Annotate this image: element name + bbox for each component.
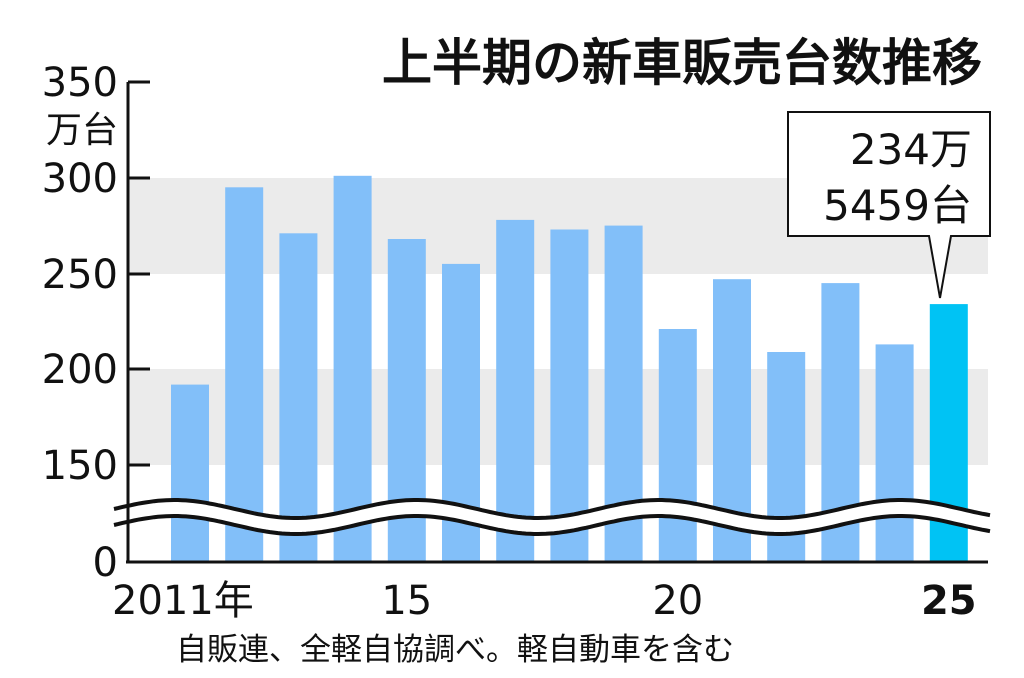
bar-2020 — [658, 329, 697, 562]
bar-2012 — [225, 187, 264, 563]
bar-2011 — [171, 384, 209, 562]
y-tick-label-350: 350 — [42, 60, 118, 106]
bar-2024 — [875, 344, 914, 562]
axis-break-line-top — [113, 498, 991, 520]
callout: 234万 5459台 — [787, 111, 991, 299]
bar-2013 — [279, 233, 318, 563]
callout-value-line2: 5459台 — [823, 181, 972, 230]
x-tick-labels: 2011年 15 20 25 — [112, 578, 977, 624]
axis-break — [113, 498, 991, 536]
y-tick-label-250: 250 — [42, 252, 118, 298]
callout-box — [787, 111, 991, 299]
y-tick-label-0: 0 — [93, 540, 118, 586]
x-tick-label-2011年: 2011年 — [112, 578, 254, 624]
callout-value-line1: 234万 — [850, 125, 972, 174]
chart-title: 上半期の新車販売台数推移 — [382, 34, 982, 92]
bar-2014 — [333, 175, 372, 563]
x-tick-label-20: 20 — [652, 578, 703, 624]
y-unit-label: 万台 — [46, 110, 118, 151]
bar-2018 — [550, 229, 589, 562]
axis-break-line-bottom — [113, 514, 991, 536]
y-tick-label-150: 150 — [42, 443, 118, 489]
x-tick-label-25: 25 — [921, 578, 977, 624]
y-tick-label-200: 200 — [42, 347, 118, 393]
x-tick-label-15: 15 — [381, 578, 432, 624]
y-tick-label-300: 300 — [42, 156, 118, 202]
source-note: 自販連、全軽自協調べ。軽自動車を含む — [176, 632, 734, 668]
bar-2017 — [496, 219, 535, 562]
axis-break-band — [114, 500, 990, 534]
